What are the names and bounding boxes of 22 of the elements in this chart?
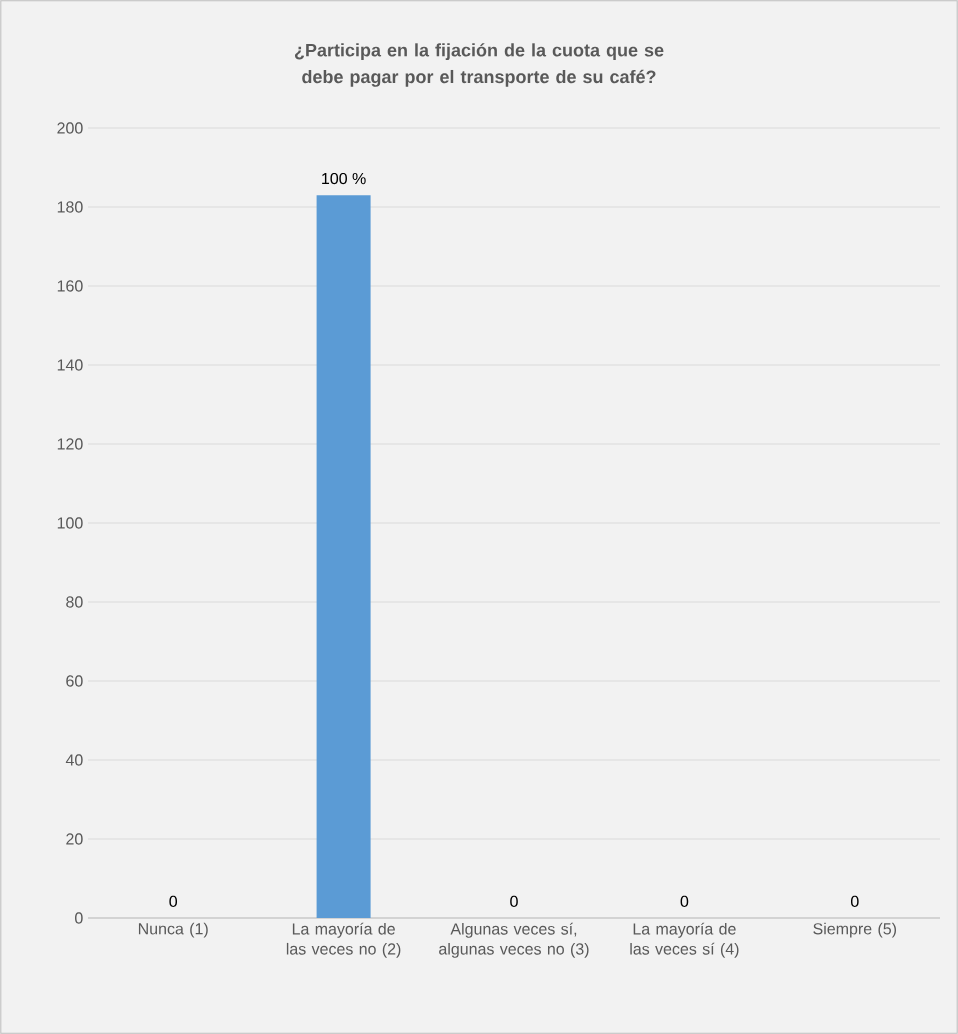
y-tick-label: 20 xyxy=(66,833,83,845)
y-tick-label: 60 xyxy=(66,675,83,687)
data-label: 0 xyxy=(169,895,178,908)
y-tick-label: 180 xyxy=(57,201,83,213)
y-tick-label: 120 xyxy=(57,438,83,450)
x-tick-label: Algunas veces sí, algunas veces no (3) xyxy=(439,922,589,958)
x-tick-label: Siempre (5) xyxy=(813,922,897,938)
x-tick-label: La mayoría de las veces sí (4) xyxy=(630,922,739,958)
data-label: 0 xyxy=(680,895,689,908)
annotation: 100 % xyxy=(322,172,366,185)
x-tick-label: Nunca (1) xyxy=(138,922,208,938)
y-tick-label: 100 xyxy=(57,517,83,529)
y-tick-label: 80 xyxy=(66,596,83,608)
chart-title: ¿Participa en la fijación de la cuota que se debe pagar por el transporte de su café? xyxy=(294,43,664,87)
y-tick-label: 200 xyxy=(57,122,83,134)
y-tick-label: 40 xyxy=(65,754,83,766)
y-tick-label: 0 xyxy=(75,912,83,924)
y-tick-label: 160 xyxy=(57,280,83,292)
x-tick-label: La mayoría de las veces no (2) xyxy=(286,922,401,958)
data-label: 0 xyxy=(510,895,518,908)
y-tick-label: 140 xyxy=(57,359,83,371)
data-label: 0 xyxy=(850,895,859,908)
